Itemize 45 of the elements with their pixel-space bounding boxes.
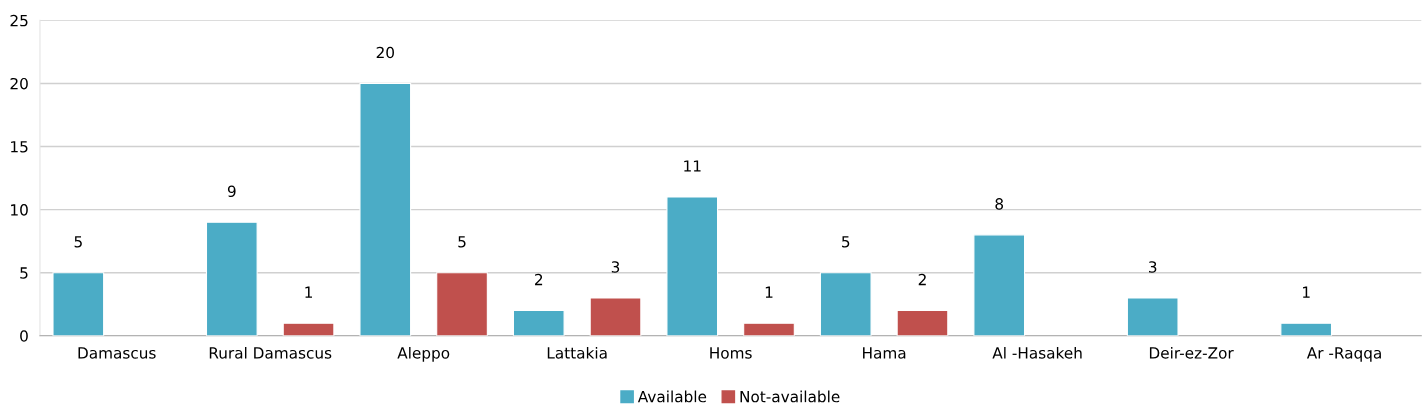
data-label: 5	[842, 236, 850, 248]
y-tick-label: 5	[20, 267, 28, 279]
bar	[589, 297, 642, 336]
y-tick-label: 15	[11, 141, 28, 153]
y-tick-label: 10	[11, 204, 28, 216]
data-label: 20	[376, 46, 394, 59]
x-tick-label: Al -Hasakeh	[992, 346, 1082, 359]
data-label: 1	[1303, 286, 1310, 298]
bar	[359, 82, 412, 336]
data-label: 1	[305, 286, 312, 298]
bar	[282, 322, 335, 336]
bar	[205, 221, 258, 336]
data-label: 5	[74, 236, 82, 248]
legend-label: Not-available	[740, 390, 840, 403]
data-label: 11	[684, 160, 701, 172]
data-label: 3	[611, 261, 620, 273]
bar	[896, 309, 949, 336]
x-tick-label: Lattakia	[547, 346, 607, 359]
bar	[52, 272, 105, 336]
bar	[436, 272, 488, 336]
bar	[666, 196, 719, 336]
data-label: 9	[227, 185, 236, 198]
x-tick-label: Rural Damascus	[209, 346, 332, 359]
y-tick-label: 20	[10, 77, 28, 90]
x-tick-label: Damascus	[78, 347, 156, 359]
data-label: 1	[765, 286, 773, 298]
x-tick-label: Homs	[710, 347, 752, 359]
data-label: 2	[918, 273, 926, 286]
y-tick-label: 0	[20, 330, 28, 342]
x-tick-label: Ar -Raqqa	[1306, 347, 1381, 362]
bar	[512, 309, 565, 336]
bar	[743, 322, 795, 336]
x-tick-label: Aleppo	[397, 346, 450, 362]
bar	[819, 272, 872, 336]
x-tick-label: Deir-ez-Zor	[1149, 346, 1234, 359]
y-tick-label: 25	[10, 14, 28, 27]
bar	[1280, 322, 1333, 336]
data-label: 3	[1149, 261, 1157, 273]
x-tick-label: Hama	[863, 347, 906, 359]
bar	[973, 234, 1026, 336]
bar	[1126, 297, 1179, 336]
data-label: 8	[995, 198, 1004, 210]
legend-label: Available	[637, 390, 707, 403]
data-label: 5	[458, 236, 466, 248]
data-label: 2	[535, 273, 543, 286]
